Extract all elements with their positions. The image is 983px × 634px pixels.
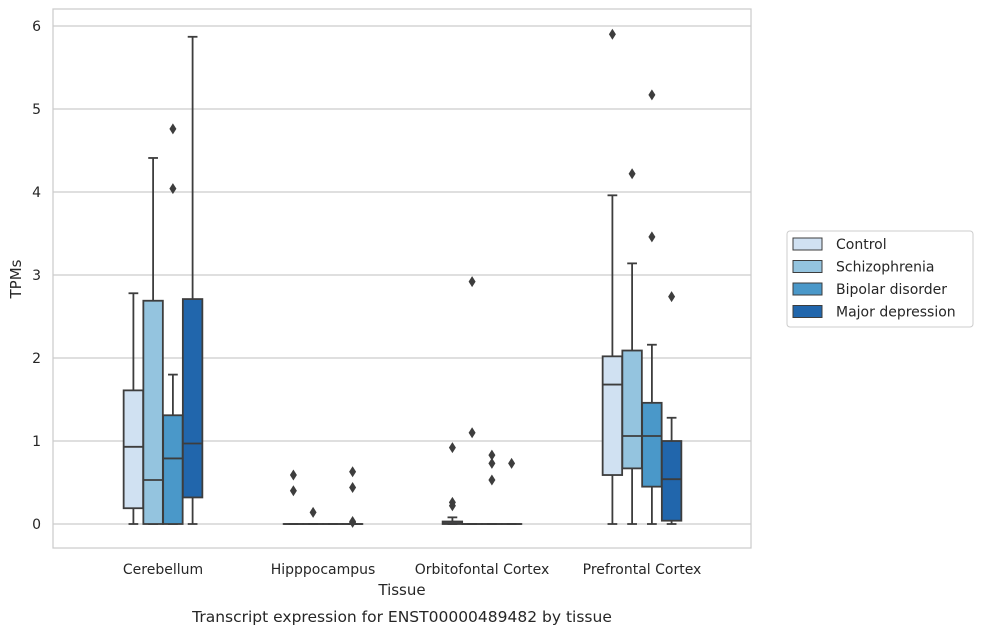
box-body bbox=[621, 349, 643, 470]
outlier-point bbox=[349, 516, 357, 528]
outlier-point bbox=[668, 291, 676, 303]
legend-swatch bbox=[792, 282, 823, 296]
y-tick-label: 4 bbox=[32, 185, 41, 201]
x-tick-labels: Cerebellum Hipppocampus Orbitofontal Corte… bbox=[123, 562, 701, 578]
outlier-point bbox=[448, 442, 456, 454]
box-2-0 bbox=[441, 442, 464, 525]
box-body bbox=[162, 414, 184, 525]
legend-swatch bbox=[792, 305, 823, 318]
outlier-point bbox=[488, 474, 496, 486]
y-axis-label: TPMs bbox=[7, 259, 25, 299]
outlier-point bbox=[648, 89, 656, 101]
y-tick-label: 1 bbox=[32, 434, 41, 450]
boxes bbox=[122, 28, 683, 528]
box-body bbox=[660, 440, 683, 522]
legend-swatch bbox=[792, 260, 823, 273]
box-body bbox=[142, 299, 164, 525]
box-3-2 bbox=[641, 89, 663, 525]
legend: Control Schizophrenia Bipolar disorder Majo… bbox=[786, 230, 974, 328]
y-tick-label: 0 bbox=[32, 517, 41, 533]
outlier-point bbox=[508, 457, 516, 469]
outlier-point bbox=[169, 183, 177, 195]
box-body bbox=[601, 355, 624, 476]
outlier-point bbox=[309, 506, 317, 518]
chart-caption: Transcript expression for ENST0000048948… bbox=[191, 608, 612, 626]
y-tick-label: 5 bbox=[32, 102, 41, 118]
x-tick-label: Cerebellum bbox=[123, 562, 203, 578]
outlier-point bbox=[468, 276, 476, 288]
y-tick-labels: 0 1 2 3 4 5 6 bbox=[32, 19, 41, 533]
outlier-point bbox=[488, 449, 496, 461]
box-2-2 bbox=[481, 449, 503, 525]
box-1-3 bbox=[341, 466, 364, 528]
box-body bbox=[122, 389, 145, 510]
outlier-point bbox=[648, 231, 656, 243]
box-3-1 bbox=[621, 168, 643, 525]
box-body bbox=[641, 401, 663, 488]
box-1-1 bbox=[302, 506, 324, 525]
outlier-point bbox=[448, 496, 456, 508]
y-tick-label: 3 bbox=[32, 268, 41, 284]
outlier-point bbox=[488, 457, 496, 469]
x-tick-label: Prefrontal Cortex bbox=[583, 562, 702, 578]
outlier-point bbox=[628, 168, 636, 180]
outlier-point bbox=[169, 123, 177, 135]
box-3-3 bbox=[660, 291, 683, 525]
outlier-point bbox=[289, 469, 297, 481]
legend-label: Bipolar disorder bbox=[836, 282, 947, 298]
box-2-3 bbox=[500, 457, 523, 525]
legend-label: Major depression bbox=[836, 305, 956, 321]
outlier-point bbox=[608, 28, 616, 40]
y-tick-label: 6 bbox=[32, 19, 41, 35]
outlier-point bbox=[468, 427, 476, 439]
x-tick-label: Hipppocampus bbox=[271, 562, 376, 578]
outlier-point bbox=[349, 466, 357, 478]
outlier-point bbox=[349, 481, 357, 493]
box-body bbox=[181, 298, 204, 499]
legend-label: Schizophrenia bbox=[836, 260, 934, 276]
outlier-point bbox=[289, 485, 297, 497]
box-0-3 bbox=[181, 35, 204, 525]
legend-swatch bbox=[792, 237, 823, 251]
x-axis-label: Tissue bbox=[377, 581, 425, 599]
box-0-0 bbox=[122, 292, 145, 525]
legend-label: Control bbox=[836, 237, 887, 253]
box-0-1 bbox=[142, 157, 164, 525]
plot-frame bbox=[52, 8, 752, 549]
legend-frame bbox=[786, 230, 974, 328]
y-tick-label: 2 bbox=[32, 351, 41, 367]
x-tick-label: Orbitofontal Cortex bbox=[415, 562, 550, 578]
